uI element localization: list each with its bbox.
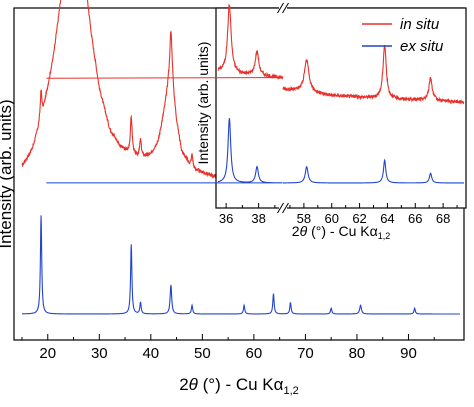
main-plot: 20 30 40 50 60 70 80 90 Intensity (arb. units) … bbox=[0, 0, 465, 397]
main-x-tick-label: 50 bbox=[194, 345, 211, 362]
inset-background bbox=[216, 8, 466, 208]
axis-break-mark-bottom bbox=[277, 202, 284, 214]
main-x-axis-label-theta: θ bbox=[189, 375, 199, 394]
inset-legend: in situ ex situ bbox=[362, 16, 444, 55]
inset-x-axis-label-subscript: 1,2 bbox=[378, 231, 391, 241]
inset-x-tick-label: 68 bbox=[436, 211, 450, 226]
main-x-tick-label: 80 bbox=[349, 345, 366, 362]
inset-x-tick-label: 62 bbox=[352, 211, 366, 226]
inset-x-tick-label: 66 bbox=[408, 211, 422, 226]
inset-plot-series bbox=[46, 3, 465, 184]
inset-x-axis-label-prefix: 2 bbox=[292, 223, 300, 239]
inset-x-tick-label: 58 bbox=[297, 211, 311, 226]
legend-label-in-situ: in situ bbox=[400, 16, 440, 33]
main-y-axis-label: Intensity (arb. units) bbox=[0, 99, 15, 248]
main-x-tick-label: 70 bbox=[297, 345, 314, 362]
main-x-tick-label: 20 bbox=[39, 345, 56, 362]
inset-x-axis-label: 2θ (°) - Cu Kα1,2 bbox=[292, 223, 390, 241]
main-x-axis-label-prefix: 2 bbox=[179, 375, 188, 394]
inset-y-axis-label: Intensity (arb. units) bbox=[195, 42, 211, 165]
inset-x-axis-ticks: 36 38 58 60 62 64 66 68 bbox=[219, 203, 458, 226]
inset-x-tick-label: 64 bbox=[380, 211, 394, 226]
axis-break-mark-top bbox=[277, 2, 284, 14]
main-x-axis-label-subscript: 1,2 bbox=[283, 385, 298, 397]
main-x-tick-label: 40 bbox=[142, 345, 159, 362]
inset-series-ex-situ-segment-1 bbox=[46, 118, 283, 184]
main-series-ex-situ bbox=[22, 215, 460, 315]
main-x-axis-label-suffix: (°) - Cu Kα bbox=[198, 375, 284, 394]
main-x-tick-label: 60 bbox=[246, 345, 263, 362]
inset-x-tick-label: 38 bbox=[251, 211, 265, 226]
main-x-tick-label: 90 bbox=[400, 345, 417, 362]
axis-break-mark-bottom bbox=[282, 202, 289, 214]
legend-label-ex-situ: ex situ bbox=[400, 38, 444, 55]
inset-plot: 36 38 58 60 62 64 66 68 in situ ex situ Intensit… bbox=[46, 2, 467, 241]
inset-series-ex-situ-segment-2 bbox=[283, 158, 464, 184]
inset-x-axis-label-suffix: (°) - Cu Kα bbox=[307, 223, 377, 239]
axis-break-gap bbox=[279, 204, 287, 212]
inset-axis-break-marks bbox=[277, 2, 289, 214]
main-x-axis-label: 2θ (°) - Cu Kα1,2 bbox=[179, 375, 299, 397]
inset-x-tick-label: 60 bbox=[324, 211, 338, 226]
inset-series-in-situ-segment-1 bbox=[46, 3, 284, 81]
main-x-axis-ticks: 20 30 40 50 60 70 80 90 bbox=[21, 334, 435, 362]
inset-series-in-situ-segment-2 bbox=[282, 44, 465, 106]
main-x-tick-label: 30 bbox=[91, 345, 108, 362]
inset-plot-frame bbox=[215, 7, 467, 209]
axis-break-gap bbox=[279, 4, 287, 12]
axis-break-mark-top bbox=[282, 2, 289, 14]
inset-x-tick-label: 36 bbox=[219, 211, 233, 226]
inset-x-axis-label-theta: θ bbox=[300, 223, 308, 239]
